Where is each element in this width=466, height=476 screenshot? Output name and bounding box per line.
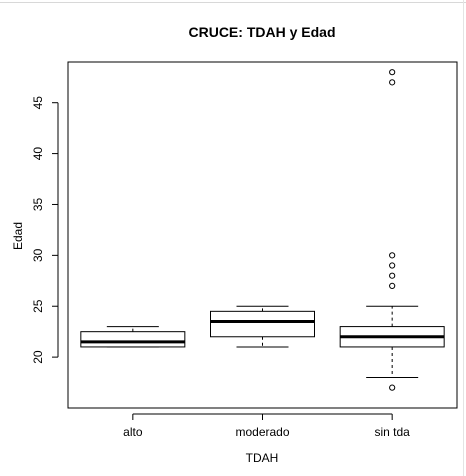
y-tick-label: 25 [31,299,45,313]
y-tick-label: 45 [31,96,45,110]
box-alto [80,331,186,348]
outlier-point-sin-tda [389,252,396,259]
x-tick-label-sin-tda: sin tda [374,425,410,439]
y-tick-label: 20 [31,350,45,364]
y-tick-label: 35 [31,197,45,211]
outlier-point-sin-tda [389,79,396,86]
chart-title: CRUCE: TDAH y Edad [188,24,335,40]
right-border-line [463,0,464,476]
x-tick-label-alto: alto [123,425,143,439]
x-tick-label-moderado: moderado [235,425,289,439]
y-axis-label: Edad [11,222,25,250]
top-border-line [0,2,466,3]
outlier-point-sin-tda [389,384,396,391]
outlier-point-sin-tda [389,282,396,289]
outlier-point-sin-tda [389,262,396,269]
plot-area-frame [67,61,458,409]
outlier-point-sin-tda [389,272,396,279]
x-axis-label: TDAH [246,451,279,465]
y-tick-label: 40 [31,147,45,161]
outlier-point-sin-tda [389,69,396,76]
chart-marks: 20 25 30 35 40 45 alto moderado sin tda [31,69,445,439]
box-moderado [210,310,315,338]
y-tick-label: 30 [31,248,45,262]
